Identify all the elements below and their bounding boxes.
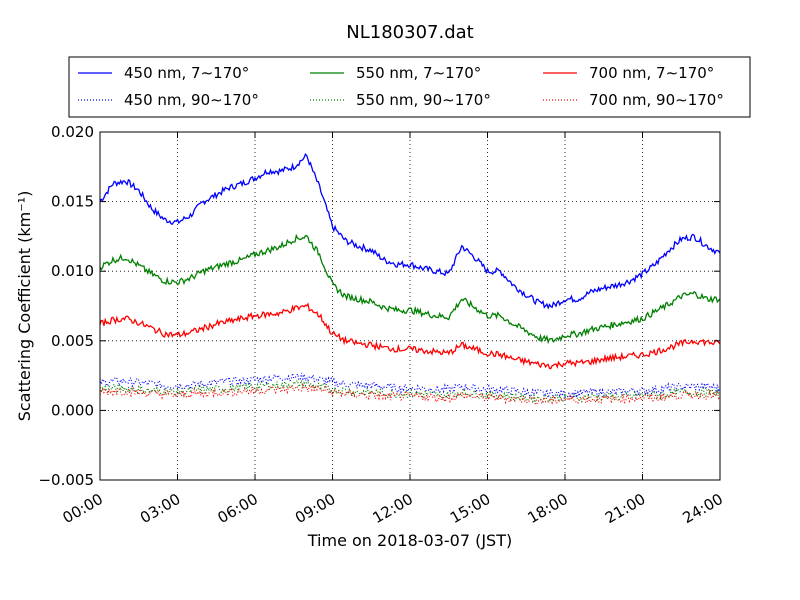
y-tick-label: 0.010 xyxy=(51,262,94,280)
legend-label-0: 450 nm, 7∼170° xyxy=(124,64,249,82)
legend-label-4: 700 nm, 7∼170° xyxy=(589,64,714,82)
series-line-4 xyxy=(99,302,721,370)
legend-label-5: 700 nm, 90∼170° xyxy=(589,91,724,109)
series-line-0 xyxy=(99,153,721,310)
y-tick-label: 0.000 xyxy=(51,401,94,419)
series-line-5 xyxy=(99,382,721,406)
legend-label-1: 450 nm, 90∼170° xyxy=(124,91,259,109)
chart-title: NL180307.dat xyxy=(346,22,473,43)
series-layer xyxy=(99,153,721,406)
y-axis: −0.005 0.000 0.005 0.010 0.015 0.020 xyxy=(38,123,720,489)
series-line-1 xyxy=(99,372,721,400)
series-line-2 xyxy=(99,233,721,345)
legend-label-3: 550 nm, 90∼170° xyxy=(356,91,491,109)
y-tick-label: 0.005 xyxy=(51,332,94,350)
y-tick-label: 0.020 xyxy=(51,123,94,141)
x-axis-label: Time on 2018-03-07 (JST) xyxy=(307,531,512,550)
series-line-3 xyxy=(99,379,721,404)
y-axis-label: Scattering Coefficient (km⁻¹) xyxy=(15,191,34,422)
legend: 450 nm, 7∼170° 450 nm, 90∼170° 550 nm, 7∼1… xyxy=(68,56,751,118)
legend-box xyxy=(68,56,751,118)
y-tick-label: −0.005 xyxy=(38,471,94,489)
legend-label-2: 550 nm, 7∼170° xyxy=(356,64,481,82)
y-tick-label: 0.015 xyxy=(51,193,94,211)
